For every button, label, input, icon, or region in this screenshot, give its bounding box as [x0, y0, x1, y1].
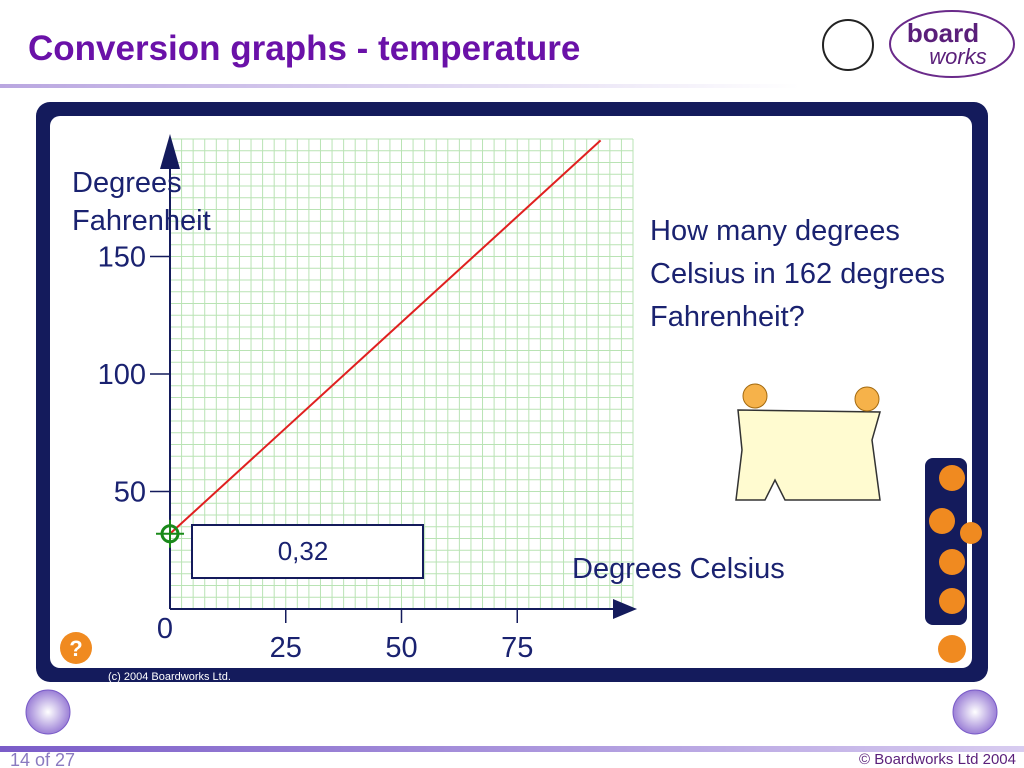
toolbar [925, 458, 967, 625]
next-button[interactable] [952, 689, 998, 735]
prev-button[interactable] [25, 689, 71, 735]
tool-eraser[interactable] [939, 465, 965, 491]
marker-label: 0,32 [278, 536, 329, 566]
slide-title: Conversion graphs - temperature [28, 29, 580, 68]
marker-box [191, 524, 424, 579]
tool-bin[interactable] [939, 588, 965, 614]
x-axis-label: Degrees Celsius [572, 553, 785, 585]
x-tick-label: 25 [270, 632, 302, 664]
tool-colour[interactable] [939, 549, 965, 575]
logo-mark [822, 19, 874, 71]
reset-button[interactable] [938, 635, 966, 663]
help-label: ? [69, 636, 82, 661]
x-tick-label: 50 [385, 632, 417, 664]
x-axis-arrow [613, 599, 637, 619]
footer-copyright: © Boardworks Ltd 2004 [859, 751, 1016, 768]
question: How many degrees Celsius in 162 degrees … [650, 215, 946, 333]
tool-pen[interactable] [929, 508, 955, 534]
line-series [169, 139, 602, 535]
y-axis-arrow [160, 134, 180, 169]
y-axis-label: Degrees Fahrenheit [72, 167, 211, 237]
chart: 50 100 150 0 25 50 75 0,32 [98, 134, 637, 664]
title-rule [0, 84, 800, 88]
tool-line[interactable] [960, 522, 982, 544]
note-paper [735, 383, 881, 501]
help-button[interactable] [60, 632, 92, 664]
y-tick-label: 50 [114, 477, 146, 509]
page-number: 14 of 27 [10, 750, 75, 768]
y-tick-label: 100 [98, 359, 146, 391]
logo-oval [889, 10, 1015, 78]
y-tick-label: 150 [98, 242, 146, 274]
footer-rule [0, 746, 1024, 752]
panel-copyright: (c) 2004 Boardworks Ltd. [108, 671, 231, 683]
x-tick-label: 75 [501, 632, 533, 664]
x-tick-label: 0 [157, 613, 173, 645]
logo-text: board [907, 18, 979, 48]
logo-sub: works [929, 44, 986, 69]
tool-icons[interactable] [929, 465, 982, 663]
